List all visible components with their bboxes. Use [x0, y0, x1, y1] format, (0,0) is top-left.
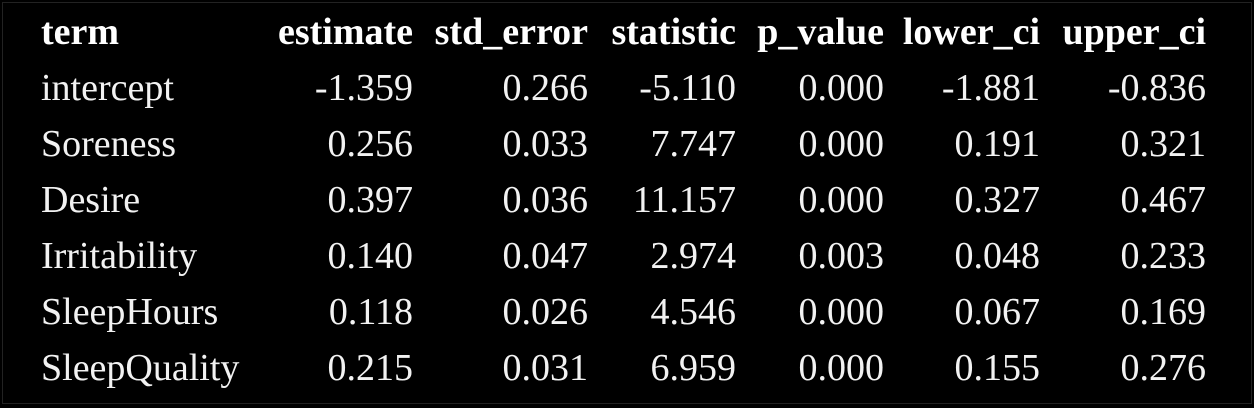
header-statistic: statistic [611, 11, 736, 53]
cell-std-error: 0.266 [502, 67, 589, 109]
cell-term: Irritability [41, 235, 198, 277]
header-std-error: std_error [434, 11, 588, 53]
cell-estimate: 0.215 [327, 347, 414, 389]
table-row: Soreness 0.256 0.033 7.747 0.000 0.191 0… [29, 116, 1206, 172]
cell-p-value: 0.000 [798, 179, 885, 221]
cell-std-error: 0.026 [502, 291, 589, 333]
cell-lower-ci: -1.881 [941, 67, 1040, 109]
table-row: Desire 0.397 0.036 11.157 0.000 0.327 0.… [29, 172, 1206, 228]
cell-term: Soreness [41, 123, 177, 165]
cell-p-value: 0.003 [798, 235, 885, 277]
header-p-value: p_value [757, 11, 884, 53]
cell-std-error: 0.031 [502, 347, 589, 389]
cell-p-value: 0.000 [798, 347, 885, 389]
cell-estimate: 0.256 [327, 123, 414, 165]
cell-lower-ci: 0.048 [954, 235, 1041, 277]
cell-upper-ci: -0.836 [1107, 67, 1206, 109]
cell-lower-ci: 0.191 [954, 123, 1041, 165]
cell-lower-ci: 0.067 [954, 291, 1041, 333]
cell-estimate: 0.140 [327, 235, 414, 277]
cell-lower-ci: 0.327 [954, 179, 1041, 221]
cell-estimate: 0.118 [328, 291, 413, 333]
table-header-row: term estimate std_error statistic p_valu… [29, 4, 1206, 60]
cell-p-value: 0.000 [798, 123, 885, 165]
cell-std-error: 0.047 [502, 235, 589, 277]
table-row: Irritability 0.140 0.047 2.974 0.003 0.0… [29, 228, 1206, 284]
header-lower-ci: lower_ci [902, 11, 1040, 53]
table-row: intercept -1.359 0.266 -5.110 0.000 -1.8… [29, 60, 1206, 116]
cell-estimate: 0.397 [327, 179, 414, 221]
cell-statistic: 7.747 [650, 123, 737, 165]
cell-upper-ci: 0.233 [1120, 235, 1207, 277]
cell-term: Desire [41, 179, 141, 221]
cell-std-error: 0.033 [502, 123, 589, 165]
header-upper-ci: upper_ci [1062, 11, 1206, 53]
cell-statistic: 6.959 [650, 347, 737, 389]
cell-p-value: 0.000 [798, 67, 885, 109]
cell-term: SleepQuality [41, 347, 240, 389]
cell-upper-ci: 0.467 [1120, 179, 1207, 221]
regression-results-table: term estimate std_error statistic p_valu… [29, 4, 1206, 396]
cell-p-value: 0.000 [798, 291, 885, 333]
header-term: term [41, 11, 120, 53]
cell-upper-ci: 0.276 [1120, 347, 1207, 389]
header-estimate: estimate [277, 11, 413, 53]
cell-statistic: 11.157 [632, 179, 736, 221]
table-row: SleepHours 0.118 0.026 4.546 0.000 0.067… [29, 284, 1206, 340]
cell-estimate: -1.359 [314, 67, 413, 109]
cell-term: intercept [41, 67, 174, 109]
cell-lower-ci: 0.155 [954, 347, 1041, 389]
cell-statistic: 4.546 [650, 291, 737, 333]
cell-upper-ci: 0.321 [1120, 123, 1207, 165]
cell-statistic: -5.110 [639, 67, 736, 109]
cell-std-error: 0.036 [502, 179, 589, 221]
cell-upper-ci: 0.169 [1120, 291, 1207, 333]
cell-statistic: 2.974 [650, 235, 737, 277]
table-row: SleepQuality 0.215 0.031 6.959 0.000 0.1… [29, 340, 1206, 396]
cell-term: SleepHours [41, 291, 219, 333]
